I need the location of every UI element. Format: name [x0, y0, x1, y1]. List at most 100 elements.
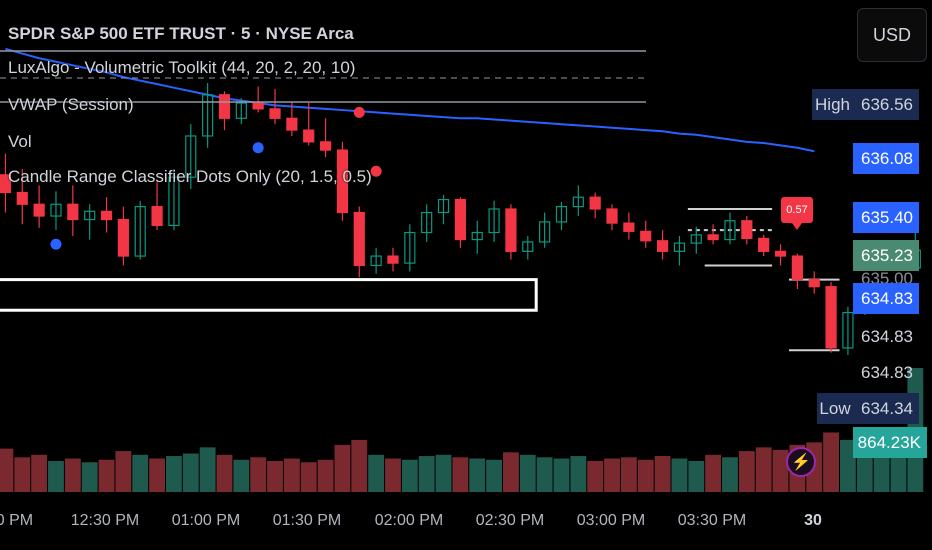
- vwap-price-label: 636.08: [853, 143, 919, 174]
- volume-bar: [503, 452, 519, 492]
- candle: [572, 185, 584, 217]
- volume-bar: [98, 459, 115, 492]
- volume-bar: [587, 461, 604, 492]
- candle: [319, 118, 332, 158]
- range-dot-red: [353, 106, 365, 118]
- volume-bar: [216, 454, 233, 492]
- time-label-1200: 00 PM: [0, 512, 34, 529]
- volume-bar: [620, 457, 637, 492]
- volume-bar: [671, 458, 688, 492]
- candle: [33, 185, 45, 228]
- volume-bar: [705, 454, 722, 492]
- candle-body-up: [842, 311, 854, 349]
- candle-body-down: [33, 203, 45, 217]
- candle: [202, 82, 214, 148]
- indicator-vwap[interactable]: VWAP (Session): [8, 95, 134, 114]
- volume-bar: [469, 458, 486, 492]
- candle-body-down: [656, 240, 669, 252]
- candle: [471, 220, 483, 254]
- volume-bar: [553, 458, 570, 492]
- candle-body-up: [471, 231, 483, 241]
- volume-bar: [452, 457, 469, 492]
- high-label-name: High: [812, 89, 853, 120]
- candle: [623, 212, 635, 240]
- candle: [707, 224, 719, 245]
- candle: [825, 281, 837, 353]
- dot-layer: [50, 106, 803, 271]
- candle: [269, 88, 281, 125]
- candle: [454, 197, 466, 248]
- candle: [84, 204, 96, 240]
- volume-bar: [823, 432, 839, 492]
- order-block-zone: [0, 278, 538, 312]
- candle: [134, 200, 146, 260]
- volume-bar: [570, 456, 587, 492]
- candle: [808, 271, 820, 294]
- candle: [16, 168, 28, 225]
- candle-body-down: [623, 222, 635, 232]
- candle: [690, 226, 702, 254]
- candle: [286, 101, 298, 136]
- volume-bar: [840, 439, 856, 492]
- volume-bar: [233, 459, 250, 492]
- lightning-bolt-icon[interactable]: ⚡: [786, 447, 816, 477]
- candle: [842, 306, 854, 355]
- vwap-layer: [5, 47, 815, 153]
- range-dot-red: [370, 165, 382, 177]
- time-label-0130: 01:30 PM: [272, 512, 342, 529]
- candle-body-down: [151, 206, 163, 227]
- candle: [218, 91, 231, 131]
- candle-body-up: [437, 198, 450, 214]
- candle-body-up: [404, 231, 416, 264]
- candle-body-down: [100, 210, 113, 221]
- candle-body-up: [488, 208, 500, 234]
- candle: [151, 180, 163, 231]
- volume-label: 864.23K: [853, 427, 927, 458]
- indicator-volume[interactable]: Vol: [8, 132, 32, 151]
- volume-bar: [418, 456, 435, 492]
- candle: [774, 244, 787, 266]
- candle-body-down: [218, 94, 231, 119]
- candle: [656, 230, 669, 260]
- time-label-day: 30: [804, 512, 822, 529]
- candle-body-down: [640, 230, 652, 242]
- last-price-label: 635.23: [853, 240, 919, 271]
- volume-bar: [283, 458, 300, 492]
- candle: [50, 191, 62, 231]
- volume-bar: [149, 458, 165, 492]
- candle: [724, 212, 736, 245]
- indicator-candle-range[interactable]: Candle Range Classifier Dots Only (20, 1…: [8, 167, 372, 186]
- time-label-0230: 02:30 PM: [475, 512, 545, 529]
- volume-bar: [385, 458, 401, 492]
- candle-body-up: [724, 220, 736, 241]
- volume-bar: [199, 447, 216, 492]
- volume-bar: [519, 454, 536, 492]
- candle-body-down: [454, 198, 466, 241]
- time-label-0300: 03:00 PM: [576, 512, 646, 529]
- volume-bar: [368, 454, 385, 492]
- candle-body-up: [370, 255, 382, 267]
- volume-bar: [267, 461, 283, 492]
- volume-bar: [115, 451, 132, 492]
- volume-bar: [0, 448, 14, 492]
- indicator-luxalgo[interactable]: LuxAlgo - Volumetric Toolkit (44, 20, 2,…: [8, 58, 356, 77]
- volume-bar: [317, 459, 334, 492]
- price-label-blue: 635.40: [853, 202, 919, 233]
- candle-body-down: [606, 208, 618, 224]
- volume-bar: [132, 454, 149, 492]
- candle-body-down: [825, 286, 837, 349]
- volume-bar: [435, 454, 452, 492]
- candle-body-down: [774, 250, 787, 257]
- candle-body-down: [303, 129, 315, 143]
- candle: [758, 234, 770, 257]
- candle-body-down: [252, 102, 264, 110]
- candle-body-down: [353, 211, 365, 267]
- candle-body-up: [673, 242, 686, 252]
- volume-bar: [64, 458, 81, 492]
- symbol-title[interactable]: SPDR S&P 500 ETF TRUST · 5 · NYSE Arca: [8, 24, 354, 43]
- candle-body-up: [421, 211, 433, 234]
- currency-button[interactable]: USD: [857, 8, 927, 62]
- volume-bar: [722, 457, 738, 492]
- candle-body-up: [522, 241, 534, 252]
